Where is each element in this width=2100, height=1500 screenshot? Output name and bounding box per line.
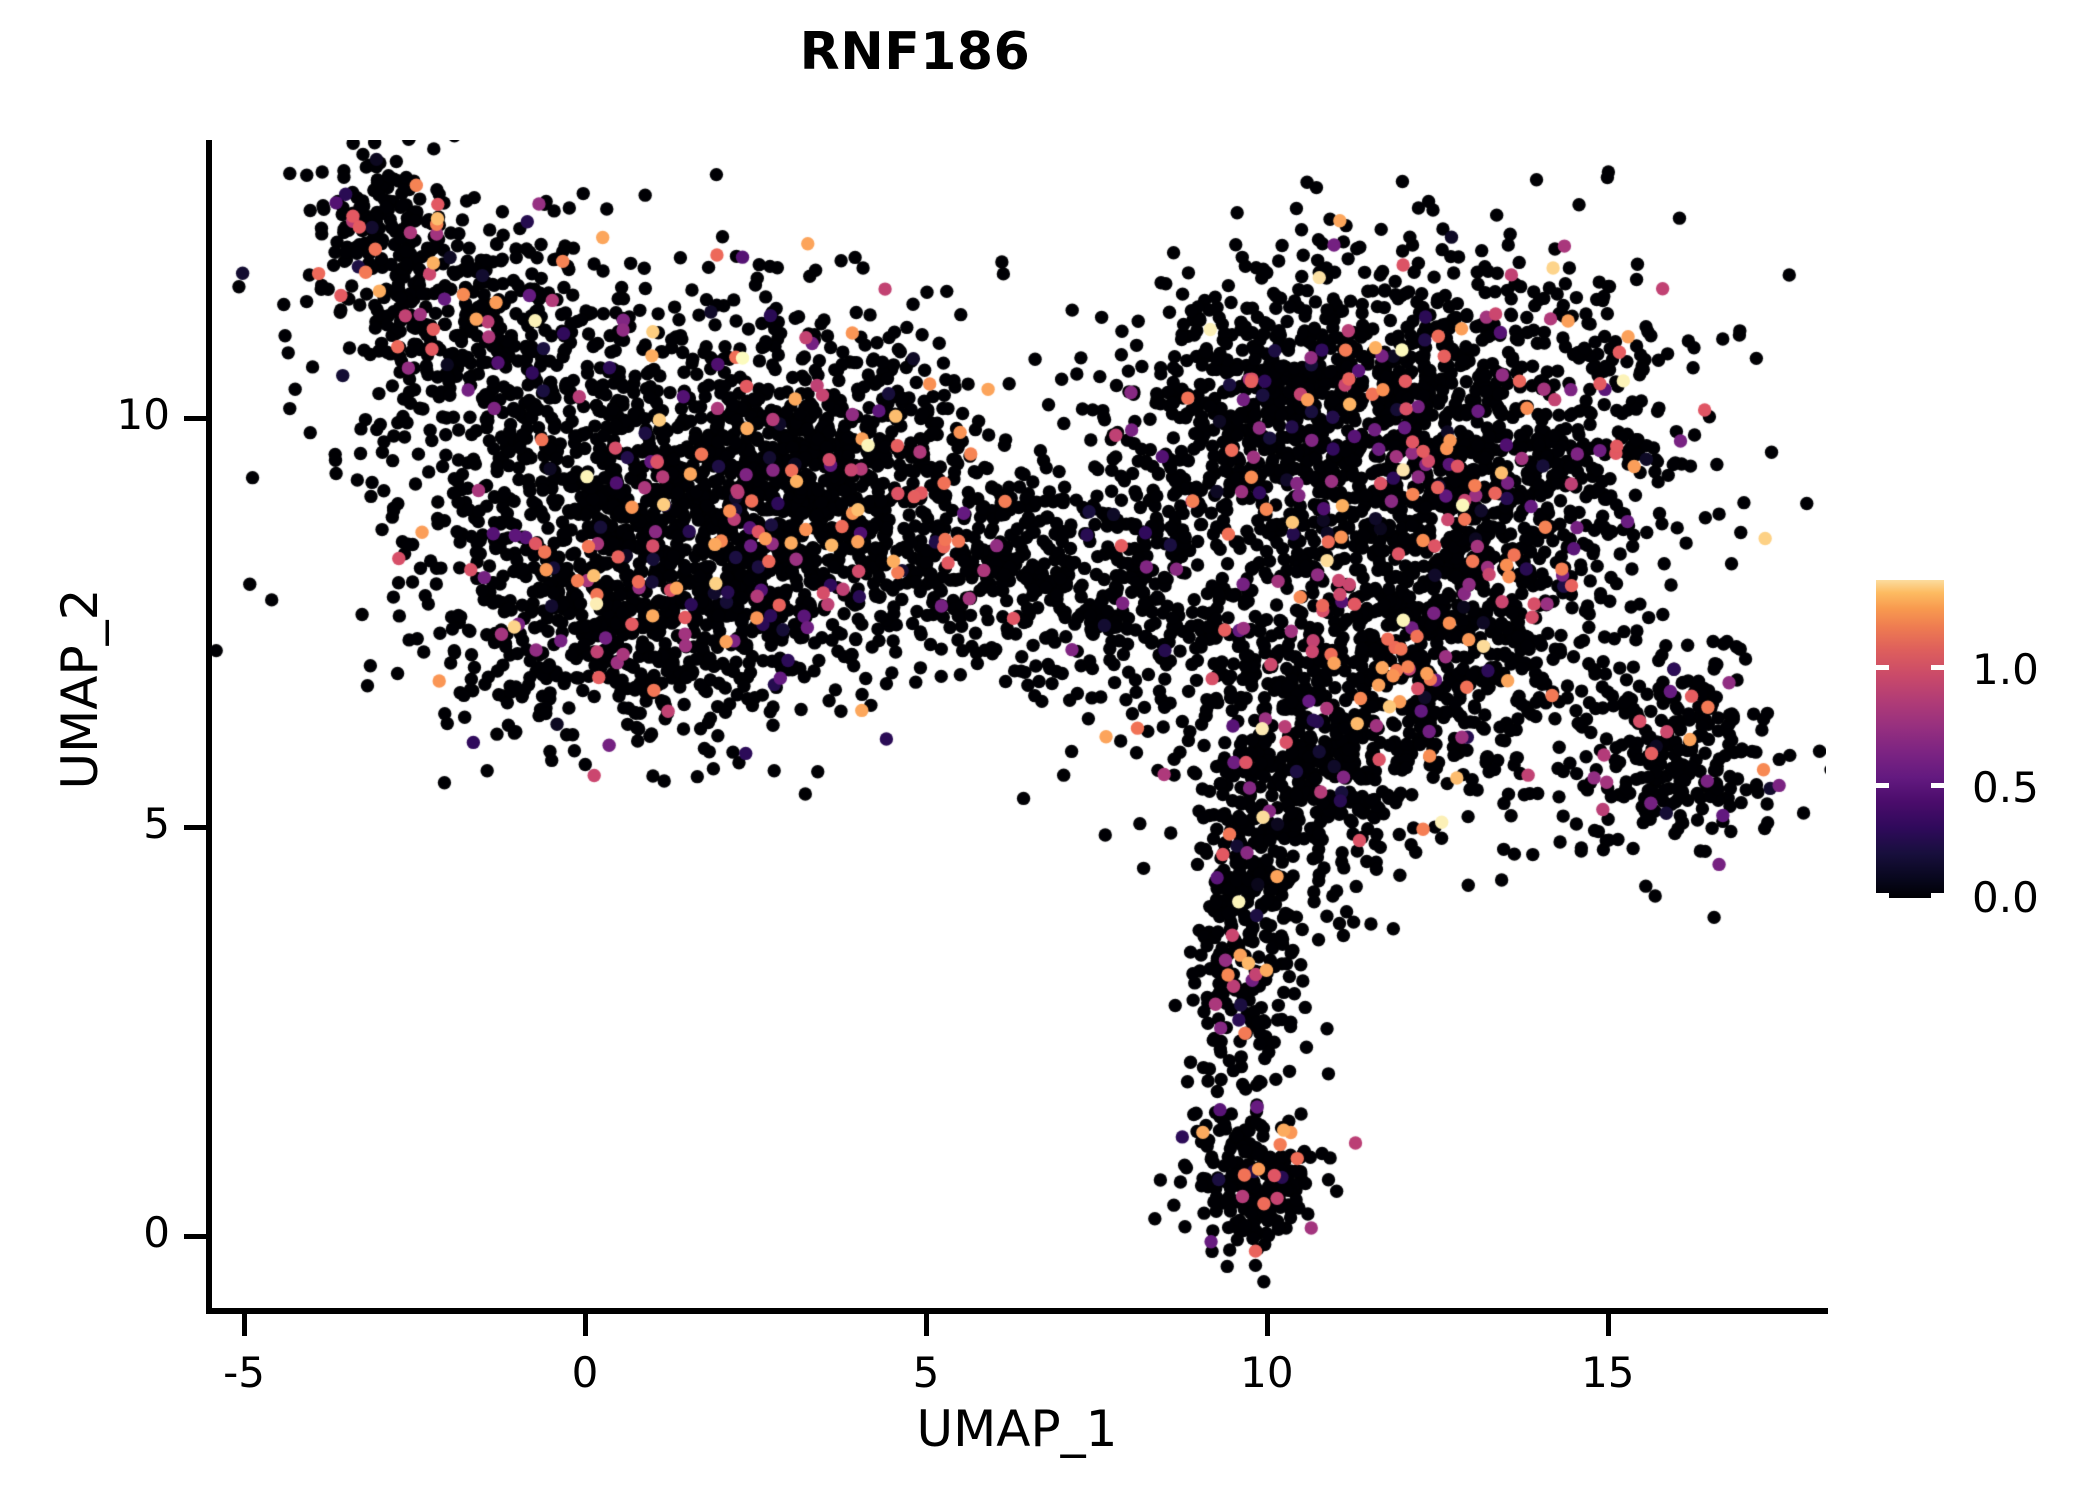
colorbar-tick-1-left [1876,665,1889,670]
colorbar-gradient [1876,580,1944,898]
x-ticklabel-5: 5 [912,1348,940,1397]
y-axis-spine [206,140,212,1314]
x-ticklabel-10: 10 [1240,1348,1294,1397]
colorbar-tick-1-right [1931,665,1944,670]
y-tick-5 [184,825,208,831]
y-tick-10 [184,416,208,422]
x-tick-15 [1605,1314,1611,1336]
colorbar-tick-3-left [1876,893,1889,898]
x-ticklabel-15: 15 [1581,1348,1635,1397]
x-axis-label: UMAP_1 [916,1400,1118,1458]
y-tick-0 [184,1234,208,1240]
y-ticklabel-0: 0 [143,1208,170,1258]
x-axis-spine [206,1308,1828,1314]
x-ticklabel--5: -5 [223,1348,266,1397]
scatter-plot-area[interactable] [210,140,1826,1310]
colorbar[interactable] [1876,580,1944,898]
colorbar-tick-2-left [1876,783,1889,788]
colorbar-label-mid: 0.5 [1972,763,2039,812]
y-ticklabel-5: 5 [143,799,170,849]
y-axis-label: UMAP_2 [51,588,109,790]
colorbar-tick-2-right [1931,783,1944,788]
colorbar-label-low: 0.0 [1972,873,2039,922]
x-tick-0 [583,1314,589,1336]
colorbar-tick-3-right [1931,893,1944,898]
x-tick-10 [1264,1314,1270,1336]
colorbar-label-high: 1.0 [1972,645,2039,694]
page-title: RNF186 [799,22,1031,82]
x-tick-5 [923,1314,929,1336]
x-ticklabel-0: 0 [571,1348,599,1397]
scatter-points-canvas [210,140,1826,1310]
y-ticklabel-10: 10 [116,390,170,440]
x-tick--5 [242,1314,248,1336]
